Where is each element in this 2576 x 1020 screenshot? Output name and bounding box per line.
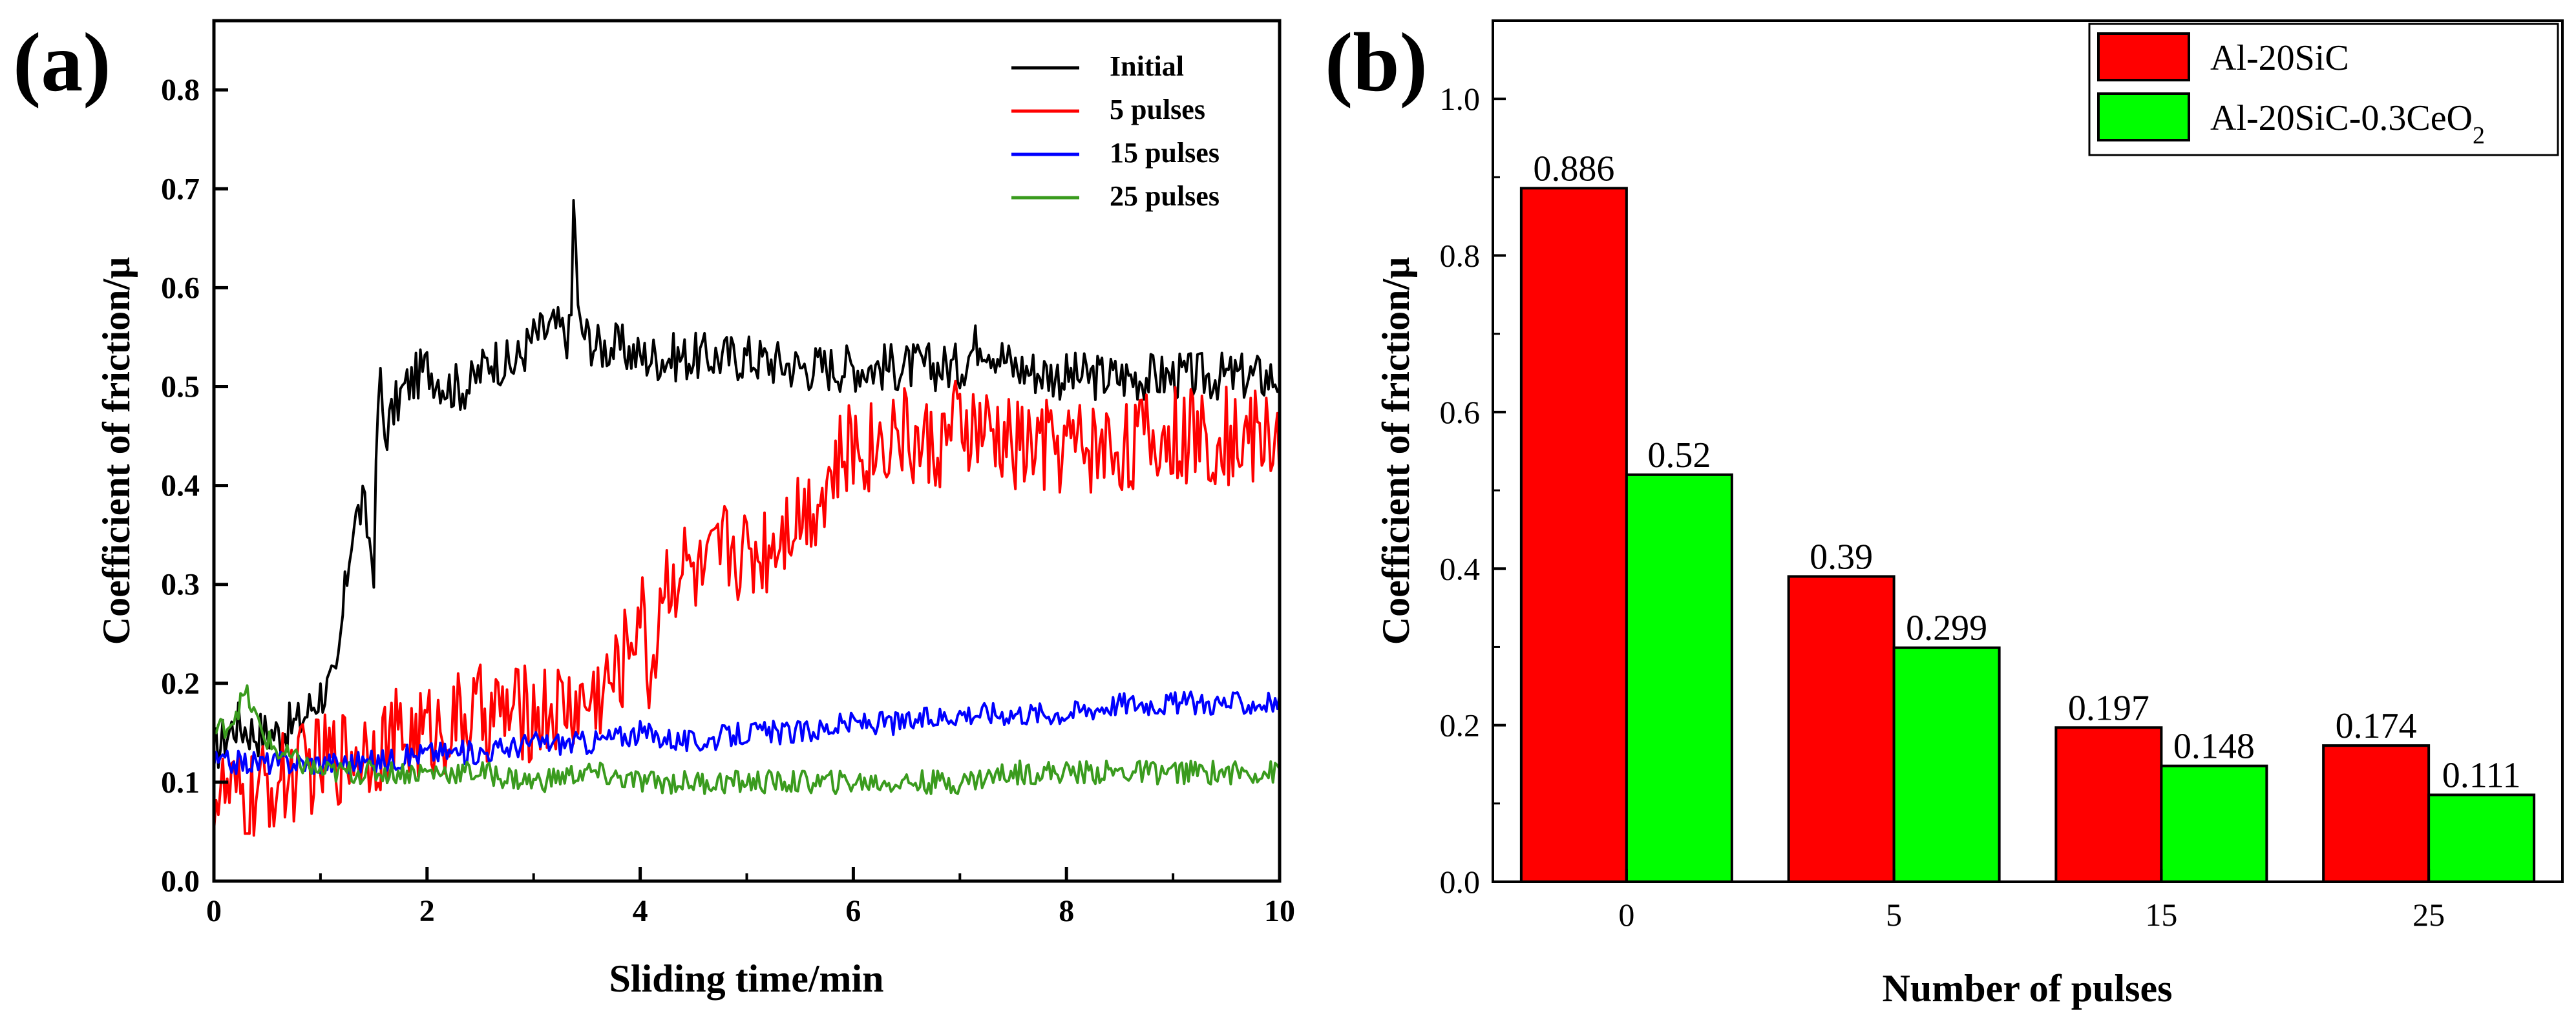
- panel-b-bar-value-label: 0.148: [2173, 727, 2255, 767]
- panel-b-x-tick-label: 5: [1886, 897, 1902, 933]
- panel-b-legend-label: Al-20SiC-0.3CeO2: [2210, 98, 2485, 149]
- panel-b-plot-area: 0.886 0.52 0.39 0.299 0.197 0.148 0.174 0.111: [1519, 149, 2536, 884]
- panel-b-x-tick-label: 25: [2412, 897, 2445, 933]
- panel-b-legend-label: Al-20SiC: [2210, 38, 2349, 78]
- panel-b-x-tick-label: 15: [2145, 897, 2177, 933]
- panel-b-bar: [2427, 793, 2536, 883]
- panel-a-legend-label: Initial: [1110, 50, 1184, 82]
- panel-b-bar-value-label: 0.197: [2068, 688, 2149, 728]
- panel-a-x-tick-label: 2: [419, 894, 435, 928]
- panel-b-legend-swatch: [2097, 92, 2190, 141]
- panel-a-y-ticks: 0.0 0.1 0.2 0.3 0.4 0.5 0.6 0.7 0.8: [161, 73, 228, 899]
- panel-b-bar-value-label: 0.39: [1810, 537, 1873, 577]
- panel-a-x-tick-label: 10: [1264, 894, 1295, 928]
- panel-b-y-tick-label: 0.4: [1440, 550, 1481, 587]
- panel-b-x-ticks: 0 5 15 25: [1618, 869, 2445, 933]
- panel-a-x-tick-label: 6: [845, 894, 861, 928]
- panel-b-y-tick-label: 0.8: [1440, 238, 1481, 274]
- panel-b-y-tick-label: 0.6: [1440, 394, 1481, 430]
- panel-a-y-tick-label: 0.4: [161, 469, 200, 503]
- panel-a-y-tick-label: 0.8: [161, 73, 200, 107]
- panel-a-y-tick-label: 0.3: [161, 568, 200, 602]
- panel-a-y-tick-label: 0.1: [161, 765, 200, 800]
- panel-a-x-tick-label: 4: [633, 894, 648, 928]
- panel-a-y-tick-label: 0.0: [161, 864, 200, 899]
- panel-a-legend: Initial 5 pulses 15 pulses 25 pulses: [1011, 50, 1219, 212]
- panel-b-bar: [1625, 473, 1733, 883]
- panel-a: (a) 0 2 4 6 8 10 0.00.10.20.30.40.50.60.70.8 …: [13, 16, 1295, 1000]
- panel-b-frame: [1492, 19, 2564, 883]
- panel-b-bar: [1787, 575, 1895, 884]
- panel-b-bar-value-label: 0.299: [1906, 609, 1987, 649]
- panel-a-plot-area: [213, 199, 1281, 837]
- panel-a-legend-label: 15 pulses: [1110, 137, 1219, 169]
- panel-a-y-axis-title: Coefficient of friction/μ: [95, 257, 138, 645]
- panel-b-bar-value-label: 0.52: [1647, 435, 1711, 475]
- panel-b: (b) 0.886 0.52 0.39 0.299 0.197 0.148 0.174 0.1…: [1325, 16, 2564, 1010]
- panel-b-y-ticks: 0.0 0.2 0.4 0.6 0.8 1.0: [1440, 19, 1506, 900]
- panel-a-series-line: [213, 684, 1281, 795]
- panel-b-x-axis-title: Number of pulses: [1883, 967, 2173, 1010]
- panel-a-x-tick-label: 8: [1059, 894, 1074, 928]
- panel-a-x-ticks: 0 2 4 6 8 10: [206, 867, 1295, 928]
- panel-b-bar: [2322, 744, 2431, 884]
- panel-a-series-line: [213, 199, 1281, 769]
- panel-a-y-tick-label: 0.2: [161, 667, 200, 701]
- panel-a-x-tick-label: 0: [206, 894, 222, 928]
- panel-b-bar: [2054, 726, 2163, 884]
- panel-b-legend-swatch: [2097, 32, 2190, 81]
- panel-b-bar: [1519, 187, 1628, 883]
- panel-b-y-tick-label: 0.2: [1440, 707, 1481, 744]
- panel-a-series-line: [213, 379, 1281, 837]
- panel-b-bar-value-label: 0.111: [2442, 755, 2521, 795]
- panel-a-y-tick-label: 0.7: [161, 172, 200, 206]
- panel-a-y-tick-label: 0.6: [161, 271, 200, 305]
- panel-a-label: (a): [13, 16, 111, 109]
- panel-b-bar-value-label: 0.886: [1533, 149, 1614, 189]
- panel-a-series-line: [213, 691, 1281, 775]
- panel-b-bar: [2160, 764, 2268, 883]
- panel-b-y-tick-label: 0.0: [1440, 864, 1481, 900]
- panel-b-legend: Al-20SiC Al-20SiC-0.3CeO2: [2088, 23, 2559, 156]
- panel-a-legend-label: 25 pulses: [1110, 180, 1219, 212]
- panel-b-y-tick-label: 1.0: [1440, 81, 1481, 117]
- panel-b-label: (b): [1325, 16, 1428, 109]
- panel-b-bar: [1892, 646, 2001, 884]
- panel-a-y-tick-label: 0.5: [161, 369, 200, 404]
- panel-b-x-tick-label: 0: [1618, 897, 1634, 933]
- panel-b-y-axis-title: Coefficient of friction/μ: [1375, 257, 1417, 645]
- panel-a-legend-label: 5 pulses: [1110, 94, 1205, 125]
- panel-b-bar-value-label: 0.174: [2336, 706, 2417, 746]
- panel-a-x-axis-title: Sliding time/min: [609, 957, 883, 1000]
